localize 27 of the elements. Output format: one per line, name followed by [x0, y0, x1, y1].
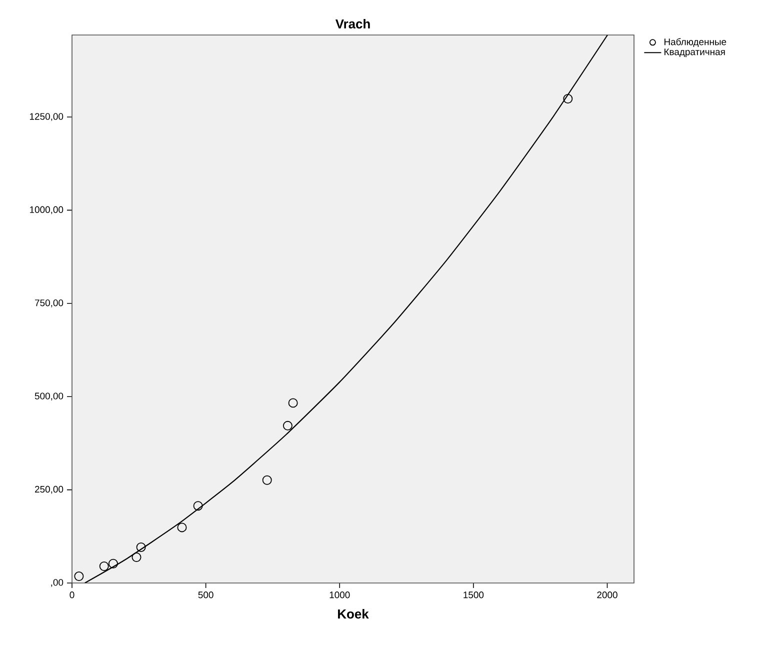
- y-tick-label: ,00: [51, 579, 64, 587]
- y-tick-label: 750,00: [35, 299, 64, 308]
- y-tick-label: 500,00: [34, 392, 64, 401]
- point: [99, 561, 109, 571]
- point: [563, 94, 573, 104]
- point: [74, 572, 84, 582]
- x-tick-label: 1000: [330, 592, 350, 598]
- line-series: [84, 34, 608, 583]
- x-axis-title: Koek: [338, 609, 369, 619]
- point: [288, 398, 298, 408]
- point: [262, 475, 272, 485]
- point: [132, 552, 142, 562]
- x-tick-label: 500: [198, 592, 214, 598]
- legend-label: Квадратичная: [664, 48, 725, 58]
- point: [282, 420, 292, 430]
- chart-title: Vrach: [335, 18, 370, 28]
- y-tick-label: 1250,00: [30, 113, 64, 121]
- x-tick-label: 1500: [464, 592, 484, 598]
- point: [108, 558, 118, 568]
- x-tick-label: 2000: [597, 592, 618, 598]
- point: [193, 501, 203, 511]
- legend-label: Наблюденные: [664, 38, 726, 48]
- y-tick-label: 1000,00: [30, 206, 64, 214]
- point: [136, 542, 146, 552]
- x-tick-label: 0: [70, 592, 74, 598]
- point: [177, 522, 187, 532]
- y-tick-label: 250,00: [35, 486, 64, 494]
